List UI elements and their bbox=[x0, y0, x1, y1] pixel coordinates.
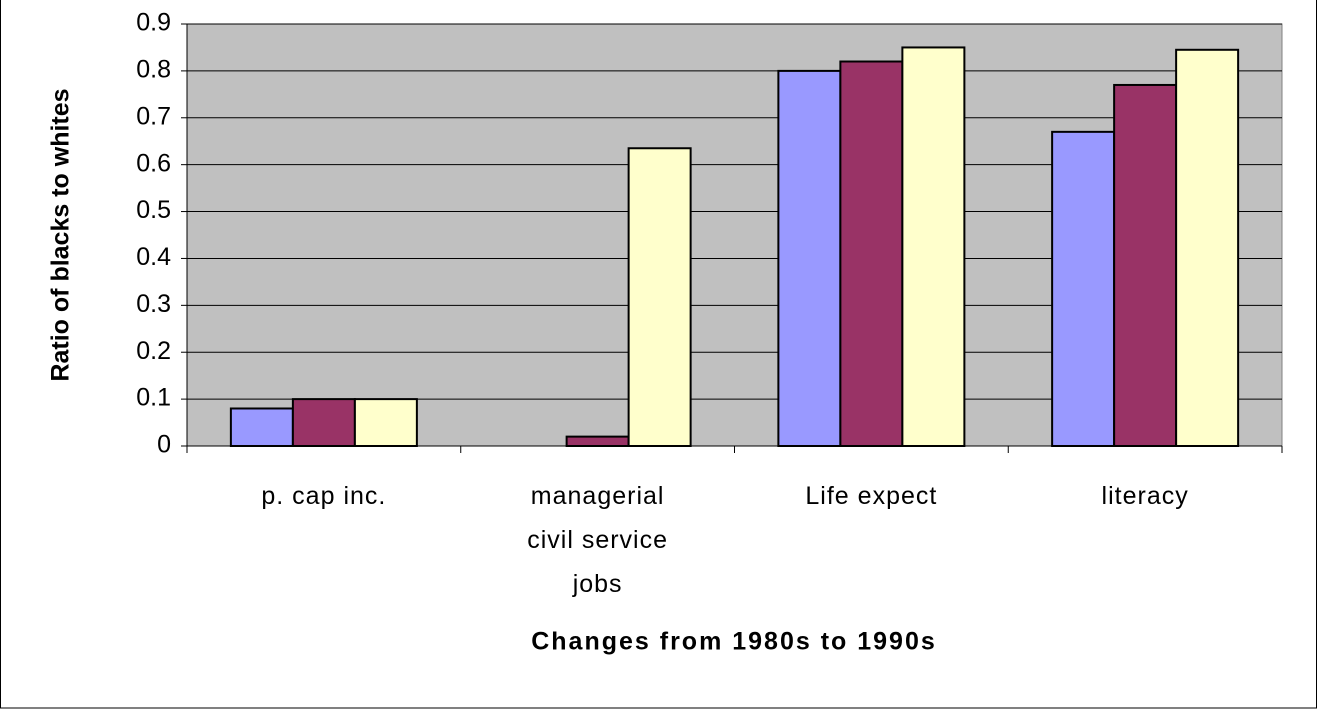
bar bbox=[627, 147, 692, 447]
bar bbox=[565, 435, 630, 448]
y-tick-label: 0.9 bbox=[136, 9, 171, 37]
y-tick-label: 0.8 bbox=[136, 55, 171, 83]
bar bbox=[839, 60, 904, 448]
y-tick-label: 0.4 bbox=[136, 243, 171, 271]
x-axis-label: Changes from 1980s to 1990s bbox=[531, 628, 937, 656]
x-tick-label: p. cap inc. bbox=[261, 482, 386, 510]
y-tick-label: 0.2 bbox=[136, 337, 171, 365]
bar bbox=[1113, 83, 1178, 447]
y-tick-label: 0.3 bbox=[136, 290, 171, 318]
x-tick-label: Life expect bbox=[805, 482, 937, 510]
y-tick-label: 0.7 bbox=[136, 102, 171, 130]
y-axis-label: Ratio of blacks to whites bbox=[47, 88, 75, 381]
bar bbox=[777, 69, 842, 447]
bar bbox=[901, 46, 966, 447]
y-tick-label: 0 bbox=[157, 431, 171, 459]
x-tick-label: managerial civil service jobs bbox=[527, 482, 668, 598]
y-tick-label: 0.5 bbox=[136, 196, 171, 224]
x-tick-label: literacy bbox=[1102, 482, 1189, 510]
bar bbox=[1051, 130, 1116, 447]
bar bbox=[1175, 48, 1240, 448]
bar bbox=[291, 398, 356, 448]
bar bbox=[229, 407, 294, 448]
y-tick-label: 0.1 bbox=[136, 384, 171, 412]
y-tick-label: 0.6 bbox=[136, 149, 171, 177]
bar bbox=[353, 398, 418, 448]
